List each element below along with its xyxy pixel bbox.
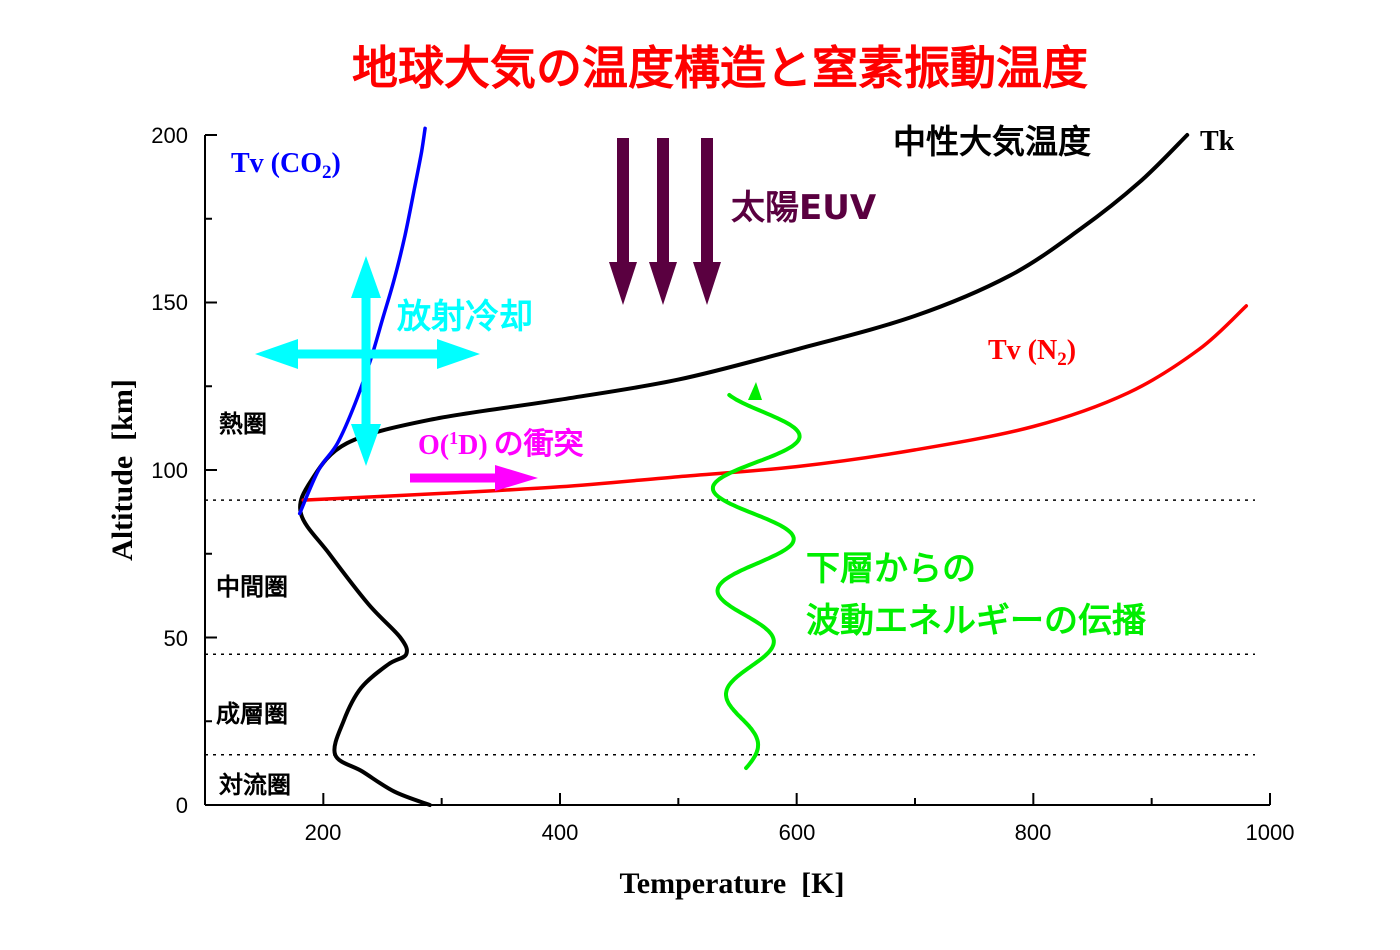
y-tick-label: 100 <box>151 458 188 483</box>
series-label-tv-co2-close: ) <box>332 148 341 179</box>
neutral-temperature-label: 中性大気温度 <box>893 122 1091 161</box>
series-label-tv-co2-main: Tv (CO <box>231 148 322 179</box>
series-label-tv-n2-main: Tv (N <box>988 335 1057 366</box>
down-arrow-icon <box>351 424 381 466</box>
series-line-tv-co2 <box>297 126 427 516</box>
down-arrow-icon <box>693 138 721 305</box>
wave-label-line2: 波動エネルギーの伝播 <box>806 601 1147 641</box>
down-arrow-icon <box>609 138 637 305</box>
solar-euv-arrows <box>609 138 721 305</box>
chart-title: 地球大気の温度構造と窒素振動温度 <box>352 41 1088 95</box>
series-label-tk: Tk <box>1200 126 1235 157</box>
wave-label-line1: 下層からの <box>806 549 976 589</box>
radiative-cooling-label: 放射冷却 <box>397 297 533 337</box>
region-label-mesosphere: 中間圏 <box>216 573 288 601</box>
x-tick-label: 600 <box>779 820 816 845</box>
axis-ticks <box>205 134 1271 806</box>
collision-label-mid: D) <box>458 430 488 461</box>
region-label-troposphere: 対流圏 <box>219 771 291 799</box>
series-line-tv-n2 <box>301 304 1249 502</box>
x-tick-label: 800 <box>1015 820 1052 845</box>
collision-arrow <box>410 465 538 491</box>
collision-label-prefix: O( <box>418 430 449 461</box>
y-tick-label: 200 <box>151 123 188 148</box>
collision-label-superscript: 1 <box>449 428 458 448</box>
left-arrow-icon <box>255 339 298 369</box>
right-arrow-icon <box>437 339 480 369</box>
layer-boundaries <box>205 499 1255 756</box>
series-label-tv-n2-subscript: 2 <box>1057 349 1067 370</box>
x-tick-label: 400 <box>542 820 579 845</box>
wave-propagation-line <box>710 393 802 770</box>
series-label-tv-n2-close: ) <box>1067 335 1076 366</box>
x-axis-label: Temperature [K] <box>620 867 845 900</box>
right-arrow-icon <box>495 465 538 491</box>
region-label-thermosphere: 熱圏 <box>219 410 267 438</box>
x-tick-label: 1000 <box>1246 820 1295 845</box>
collision-label-suffix: の衝突 <box>494 427 584 462</box>
up-arrow-icon <box>748 382 762 400</box>
series-label-tv-co2: Tv (CO2) <box>231 148 341 183</box>
y-axis-label: Altitude [km] <box>106 379 139 561</box>
solar-euv-label: 太陽EUV <box>731 188 877 228</box>
y-tick-label: 150 <box>151 290 188 315</box>
down-arrow-icon <box>649 138 677 305</box>
series-label-tv-n2: Tv (N2) <box>988 335 1076 370</box>
y-tick-label: 0 <box>176 793 188 818</box>
up-arrow-icon <box>351 256 381 298</box>
series-label-tv-co2-subscript: 2 <box>322 162 332 183</box>
radiative-cooling-arrows <box>255 256 480 466</box>
collision-label: O(1D) の衝突 <box>418 427 584 462</box>
y-tick-label: 50 <box>164 626 188 651</box>
x-tick-label: 200 <box>305 820 342 845</box>
region-label-stratosphere: 成層圏 <box>216 700 288 728</box>
